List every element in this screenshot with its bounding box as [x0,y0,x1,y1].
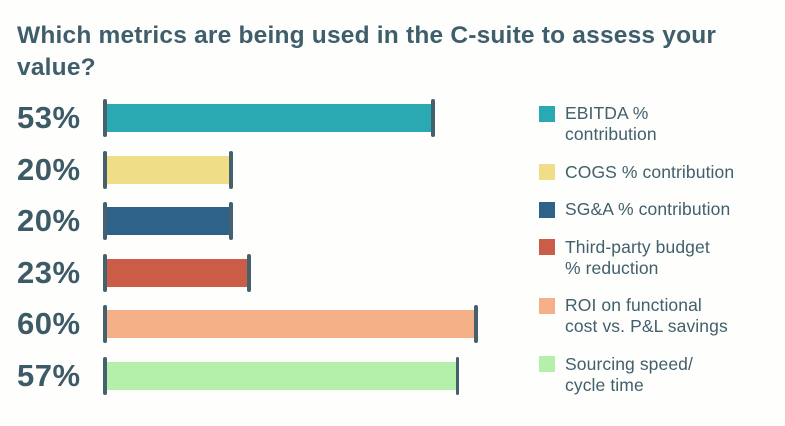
bar [106,155,230,184]
bar-end-tick [247,253,251,292]
bar-track [103,305,478,343]
bar-start-tick [103,202,107,240]
legend-swatch-icon [539,297,555,314]
bar-end-tick [474,305,478,343]
bar-start-tick [103,150,107,189]
legend-item: Sourcing speed/ cycle time [539,354,779,396]
bar-start-tick [103,253,107,292]
legend-item: EBITDA % contribution [539,103,779,145]
bar-track [103,99,435,137]
legend-item: SG&A % contribution [539,199,779,220]
legend-swatch-icon [539,105,555,122]
bar-row: 20% [17,202,478,240]
bar-value-label: 23% [17,254,81,290]
legend-label: Sourcing speed/ cycle time [565,353,693,395]
legend-item: Third-party budget % reduction [539,237,779,279]
bar-end-tick [229,150,233,189]
bar-row: 57% [17,356,478,395]
bar-value-label: 20% [17,151,81,187]
bar-start-tick [103,99,107,137]
bar-track [103,202,233,240]
legend-swatch-icon [539,164,555,180]
bar-chart: 53% 20% 20% 23% 60% 57% [17,99,478,395]
bar [106,104,432,132]
bar-row: 23% [17,253,478,292]
legend-label: SG&A % contribution [565,199,731,219]
legend-swatch-icon [539,356,555,372]
legend-label: ROI on functional cost vs. P&L savings [565,295,728,336]
legend: EBITDA % contribution COGS % contribution… [539,103,779,396]
bar-track [103,253,251,292]
legend-swatch-icon [539,201,555,218]
legend-label: Third-party budget % reduction [565,236,710,278]
bar-row: 60% [17,305,478,343]
bar-value-label: 60% [17,306,81,341]
legend-label: EBITDA % contribution [565,103,657,144]
bar-end-tick [455,356,460,395]
bar-value-label: 53% [17,100,81,135]
bar-end-tick [229,202,233,240]
bar [106,207,230,235]
chart-title: Which metrics are being used in the C-su… [17,22,717,81]
bar-value-label: 57% [17,357,81,393]
bar [106,361,456,390]
legend-item: COGS % contribution [539,162,779,183]
legend-item: ROI on functional cost vs. P&L savings [539,295,779,337]
bar-track [103,356,460,395]
bar [106,258,248,287]
bar-start-tick [103,356,107,395]
legend-label: COGS % contribution [565,161,735,182]
bar-value-label: 20% [17,203,81,238]
bar-row: 20% [17,150,478,189]
legend-swatch-icon [539,239,555,255]
bar-track [103,150,233,189]
bar-start-tick [103,305,107,343]
bar-row: 53% [17,99,478,137]
bar [106,310,475,338]
bar-end-tick [431,99,435,137]
